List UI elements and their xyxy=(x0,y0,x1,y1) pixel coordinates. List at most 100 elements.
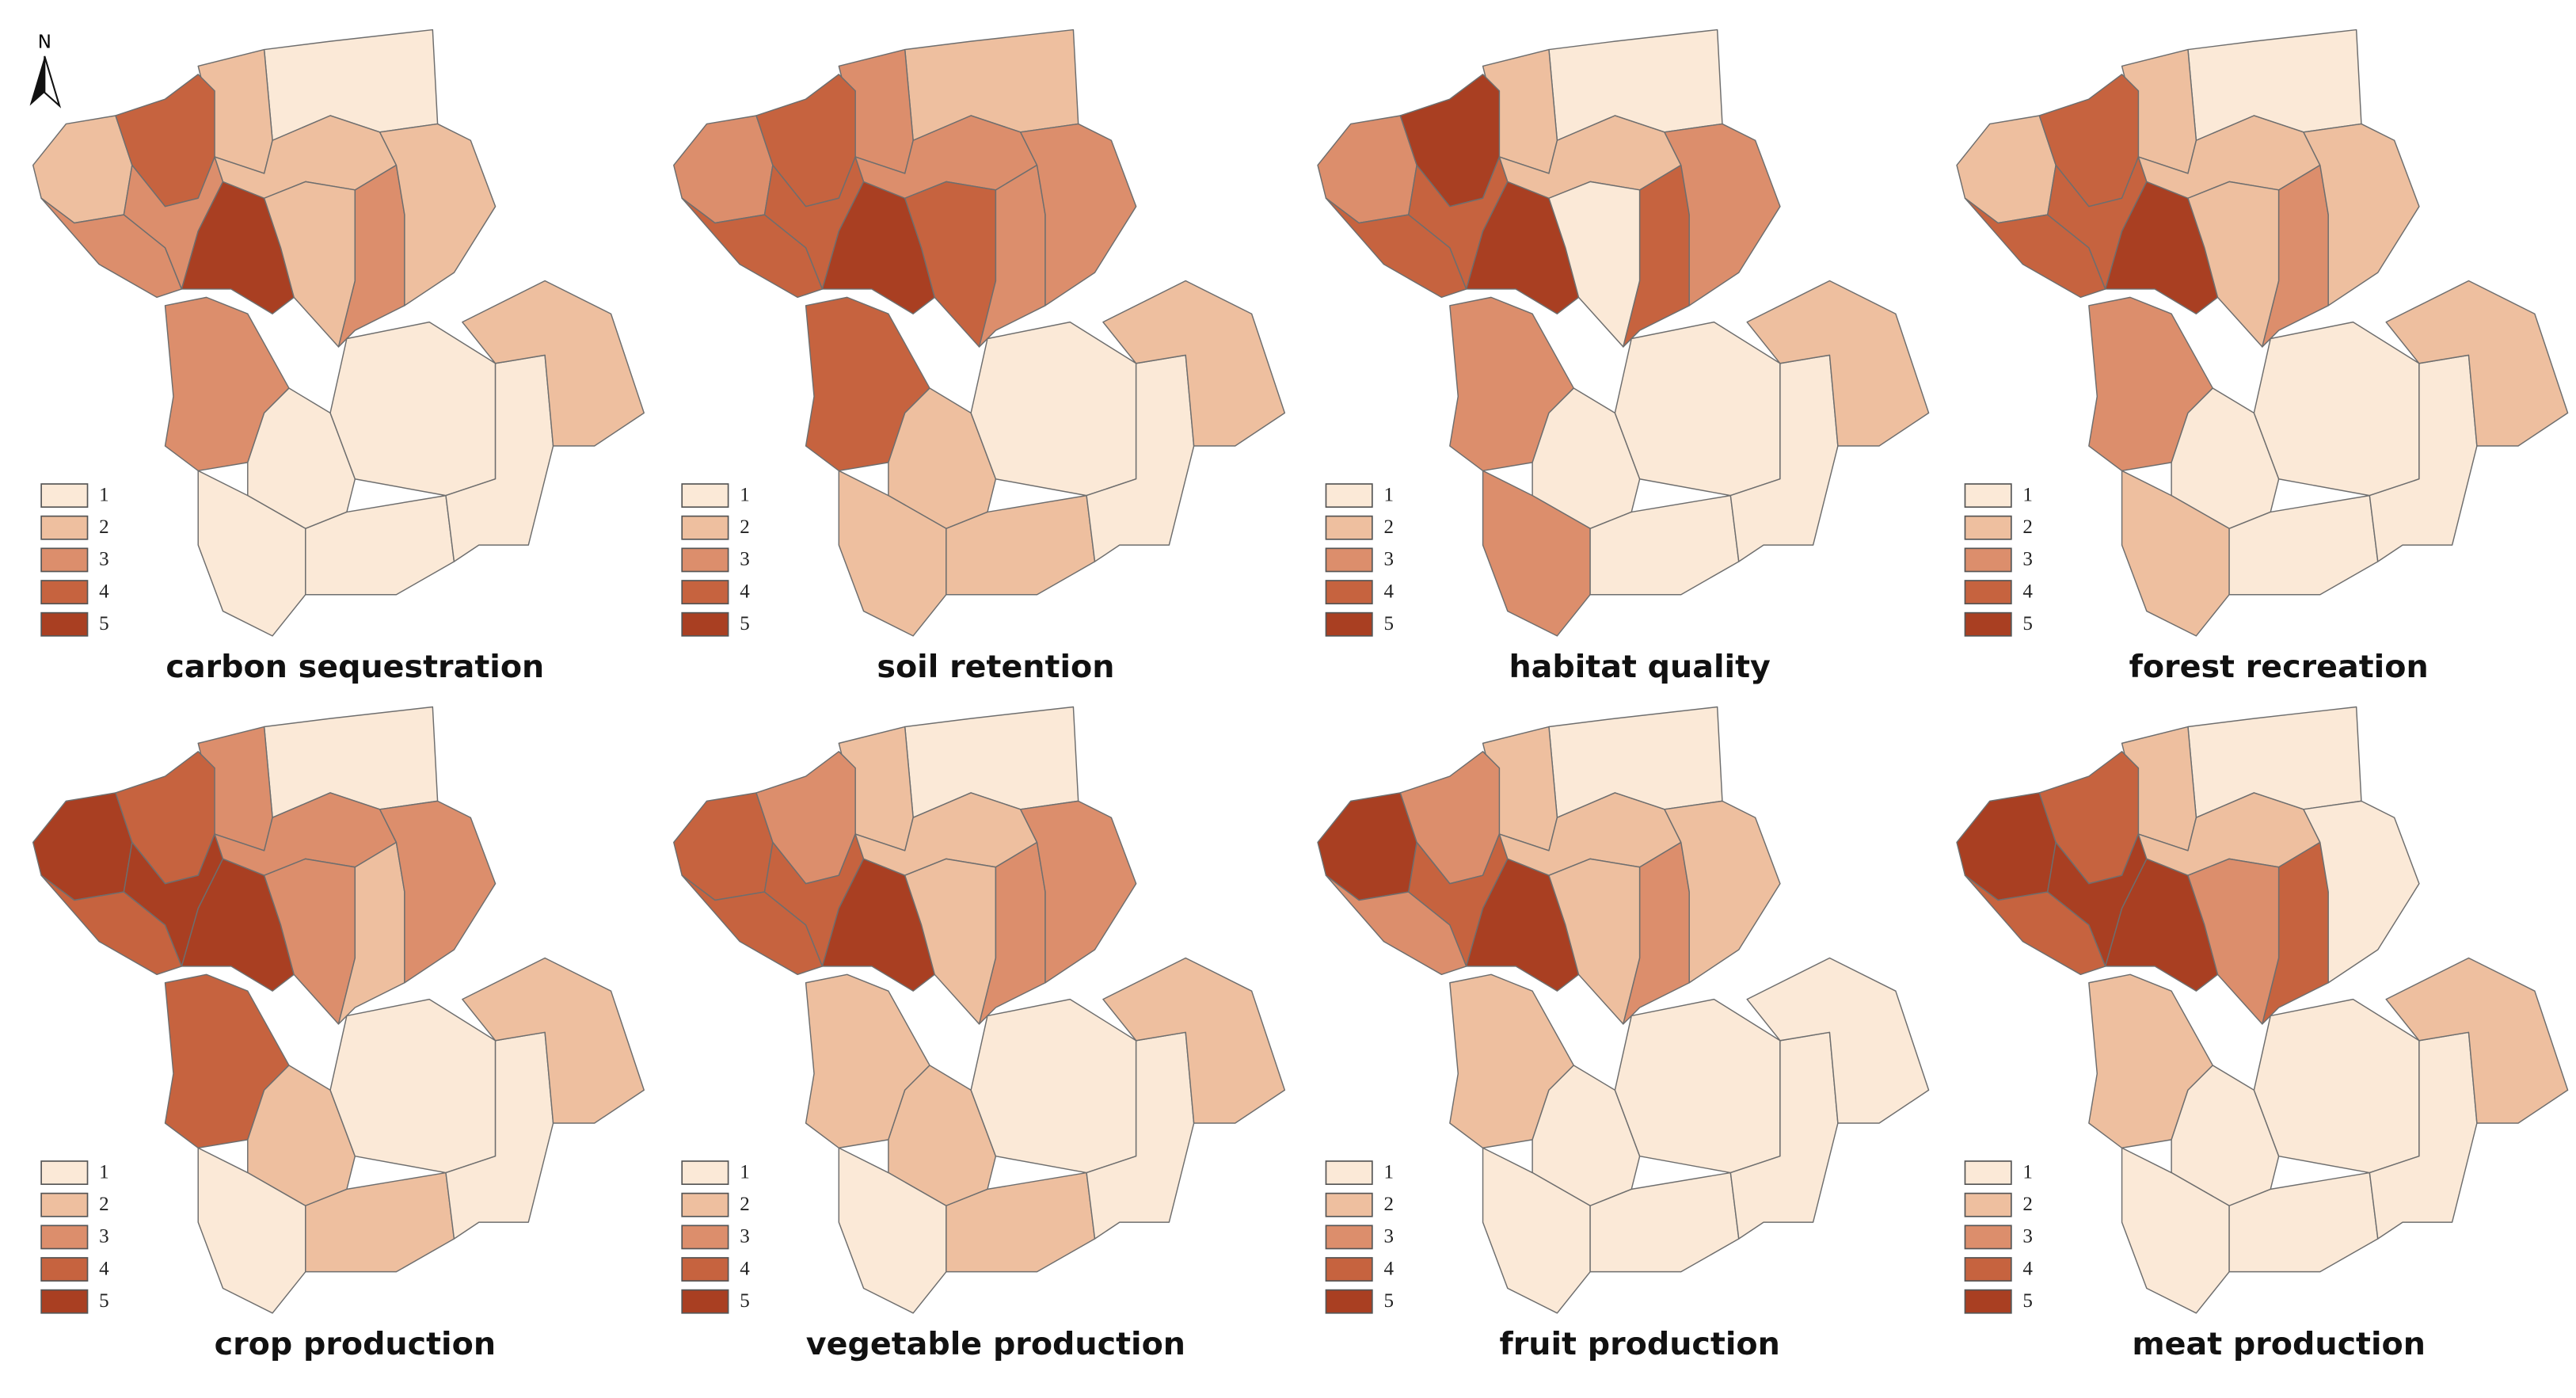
region xyxy=(379,800,497,984)
region xyxy=(1664,800,1781,984)
region xyxy=(2385,280,2569,447)
legend-label: 2 xyxy=(1383,1194,1394,1215)
legend-swatch xyxy=(1964,547,2012,573)
region xyxy=(673,792,774,901)
legend-swatch xyxy=(681,611,729,637)
legend-swatch xyxy=(681,1289,729,1314)
region xyxy=(1317,792,1417,901)
legend-swatch xyxy=(1964,1257,2012,1282)
region xyxy=(2121,470,2230,637)
legend-swatch xyxy=(1325,1160,1373,1185)
region xyxy=(379,123,497,307)
legend-swatch xyxy=(1964,611,2012,637)
legend-swatch xyxy=(40,1225,89,1250)
legend-label: 1 xyxy=(740,484,750,505)
legend-label: 1 xyxy=(1383,1161,1394,1183)
legend-swatch xyxy=(1325,611,1373,637)
legend-label: 4 xyxy=(2022,1258,2033,1279)
legend-swatch xyxy=(681,547,729,573)
legend-label: 2 xyxy=(2022,516,2033,538)
arrow-left xyxy=(29,55,45,106)
north-label: N xyxy=(38,32,51,52)
legend-swatch xyxy=(1964,483,2012,509)
legend-label: 1 xyxy=(99,1161,109,1183)
legend-label: 4 xyxy=(99,581,109,602)
region xyxy=(1482,1147,1591,1314)
legend-swatch xyxy=(1964,1289,2012,1314)
legend-label: 3 xyxy=(99,1226,109,1248)
legend-swatch xyxy=(40,547,89,573)
legend-swatch xyxy=(681,1192,729,1217)
legend-label: 1 xyxy=(740,1161,750,1183)
legend-swatch xyxy=(1325,1257,1373,1282)
region xyxy=(32,792,133,901)
legend-label: 3 xyxy=(2022,1226,2033,1248)
region xyxy=(329,998,497,1174)
region xyxy=(329,321,497,497)
legend-label: 5 xyxy=(1383,1290,1394,1312)
legend-label: 2 xyxy=(740,1194,750,1215)
region xyxy=(2121,1147,2230,1314)
legend-swatch xyxy=(681,1160,729,1185)
map-panel: 1 2 3 4 5 carbon sequestration xyxy=(32,29,645,685)
legend-swatch xyxy=(40,1257,89,1282)
legend-label: 5 xyxy=(740,1290,750,1312)
legend-label: 3 xyxy=(1383,1226,1394,1248)
legend-swatch xyxy=(1964,580,2012,605)
legend-label: 2 xyxy=(1383,516,1394,538)
map-title: fruit production xyxy=(1499,1326,1779,1362)
legend-swatch xyxy=(40,1289,89,1314)
legend-swatch xyxy=(1325,483,1373,509)
legend-label: 4 xyxy=(1383,581,1394,602)
legend-swatch xyxy=(681,1257,729,1282)
legend-swatch xyxy=(40,1160,89,1185)
legend-swatch xyxy=(1325,547,1373,573)
legend-label: 2 xyxy=(99,1194,109,1215)
region xyxy=(2303,800,2420,984)
legend-swatch xyxy=(681,483,729,509)
region xyxy=(1102,280,1286,447)
map-title: forest recreation xyxy=(2129,649,2429,685)
legend-label: 5 xyxy=(1383,613,1394,634)
legend-label: 2 xyxy=(99,516,109,538)
region xyxy=(197,470,306,637)
map-panel: 1 2 3 4 5 soil retention xyxy=(673,29,1286,685)
region xyxy=(1664,123,1781,307)
region xyxy=(2253,998,2420,1174)
region xyxy=(1614,321,1781,497)
legend-label: 4 xyxy=(1383,1258,1394,1279)
region xyxy=(1102,957,1286,1124)
legend-swatch xyxy=(1964,515,2012,540)
legend-swatch xyxy=(1964,1160,2012,1185)
region xyxy=(970,321,1137,497)
map-title: meat production xyxy=(2132,1326,2426,1362)
region xyxy=(462,957,645,1124)
legend-swatch xyxy=(681,580,729,605)
region xyxy=(2385,957,2569,1124)
legend-label: 1 xyxy=(2022,484,2033,505)
region xyxy=(1614,998,1781,1174)
map-title: habitat quality xyxy=(1509,649,1771,685)
legend-label: 3 xyxy=(2022,549,2033,570)
legend-label: 3 xyxy=(1383,549,1394,570)
legend-label: 4 xyxy=(740,581,750,602)
region xyxy=(2253,321,2420,497)
region xyxy=(1317,115,1417,224)
legend-swatch xyxy=(40,515,89,540)
legend-swatch xyxy=(40,1192,89,1217)
region xyxy=(2303,123,2420,307)
legend-swatch xyxy=(681,1225,729,1250)
region xyxy=(1956,792,2057,901)
legend-swatch xyxy=(1964,1225,2012,1250)
legend-swatch xyxy=(40,611,89,637)
map-panel: 1 2 3 4 5 meat production xyxy=(1956,706,2569,1362)
legend-label: 1 xyxy=(1383,484,1394,505)
legend-swatch xyxy=(681,515,729,540)
legend-label: 4 xyxy=(99,1258,109,1279)
legend-label: 2 xyxy=(740,516,750,538)
legend-label: 3 xyxy=(99,549,109,570)
legend-label: 4 xyxy=(2022,581,2033,602)
region xyxy=(1019,123,1137,307)
region xyxy=(197,1147,306,1314)
legend-label: 1 xyxy=(99,484,109,505)
